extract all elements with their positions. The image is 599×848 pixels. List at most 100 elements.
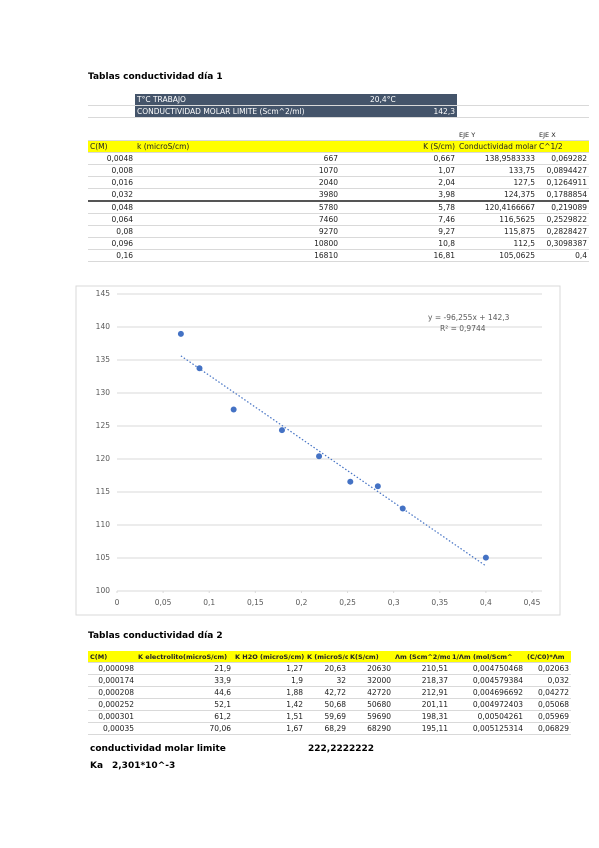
cell: 44,6 xyxy=(136,686,233,699)
point xyxy=(177,330,184,337)
cell: 68290 xyxy=(348,722,393,735)
cell: 32000 xyxy=(348,674,393,687)
cell: 112,5 xyxy=(457,237,537,250)
cell: 0,004750468 xyxy=(450,662,525,675)
cell: 32 xyxy=(305,674,348,687)
y-tick-label: 135 xyxy=(96,355,111,364)
table-title: Tablas conductividad día 2 xyxy=(88,631,223,641)
cell: 0,096 xyxy=(88,237,135,250)
trendline-r2: R² = 0,9744 xyxy=(440,324,486,333)
cell: 9,27 xyxy=(340,225,457,238)
cell: 7460 xyxy=(135,213,340,226)
cell: 0,0048 xyxy=(88,152,135,165)
y-tick-label: 110 xyxy=(96,520,111,529)
cell: 0,219089 xyxy=(537,201,589,214)
cell: 2,04 xyxy=(340,176,457,189)
cell: 0,06829 xyxy=(525,722,571,735)
cell: 0,3098387 xyxy=(537,237,589,250)
table: T°C TRABAJO 20,4°C CONDUCTIVIDAD MOLAR LIM… xyxy=(88,94,589,262)
y-tick-label: 105 xyxy=(96,553,111,562)
cell xyxy=(88,118,135,130)
cell: 1070 xyxy=(135,164,340,177)
table: C(M) K electrolito(microS/cm) K H2O (micro… xyxy=(88,651,571,735)
cell xyxy=(340,129,457,141)
cell: 0,2529822 xyxy=(537,213,589,226)
cell: 127,5 xyxy=(457,176,537,189)
cell: 1,9 xyxy=(233,674,305,687)
data-row: 0,08 9270 9,27 115,875 0,2828427 xyxy=(88,225,589,238)
x-tick-label: 0,35 xyxy=(431,598,448,607)
cell: 0,000098 xyxy=(88,662,136,675)
cell: 3,98 xyxy=(340,188,457,202)
point xyxy=(230,406,237,413)
cell: 0,05068 xyxy=(525,698,571,711)
data-row: 0,000174 33,9 1,9 32 32000 218,37 0,004579384 0… xyxy=(88,674,571,687)
cell: 0,000301 xyxy=(88,710,136,723)
cell: 218,37 xyxy=(393,674,450,687)
label: conductividad molar limite xyxy=(90,744,226,754)
cell: 16,81 xyxy=(340,249,457,262)
header-cell: 1/Λm (mol/Scm^ xyxy=(450,651,525,663)
cell: 5,78 xyxy=(340,201,457,214)
data-row: 0,064 7460 7,46 116,5625 0,2529822 xyxy=(88,213,589,226)
cell: 0,069282 xyxy=(537,152,589,165)
cell: 52,1 xyxy=(136,698,233,711)
cell: 10,8 xyxy=(340,237,457,250)
cell: 138,9583333 xyxy=(457,152,537,165)
cell: 7,46 xyxy=(340,213,457,226)
header-cell: C^1/2 xyxy=(537,140,589,153)
cell: 1,42 xyxy=(233,698,305,711)
cell: 0,667 xyxy=(340,152,457,165)
header-cell: C(M) xyxy=(88,140,135,153)
cell: 201,11 xyxy=(393,698,450,711)
data-row: 0,032 3980 3,98 124,375 0,1788854 xyxy=(88,188,589,202)
data-row: 0,00035 70,06 1,67 68,29 68290 195,11 0,005125… xyxy=(88,722,571,735)
cell: 1,51 xyxy=(233,710,305,723)
cell: 0,4 xyxy=(537,249,589,262)
cell xyxy=(340,118,457,130)
cell: 124,375 xyxy=(457,188,537,202)
y-tick-label: 115 xyxy=(96,487,111,496)
cell: 59690 xyxy=(348,710,393,723)
cell: 0,05969 xyxy=(525,710,571,723)
y-tick-label: 125 xyxy=(96,421,111,430)
cell: 3980 xyxy=(135,188,340,202)
data-row: 0,000098 21,9 1,27 20,63 20630 210,51 0,004750… xyxy=(88,662,571,675)
cell xyxy=(457,105,537,118)
cell: 198,31 xyxy=(393,710,450,723)
cell xyxy=(537,105,589,118)
data-row: 0,000208 44,6 1,88 42,72 42720 212,91 0,004696… xyxy=(88,686,571,699)
cell: 667 xyxy=(135,152,340,165)
header-cell: Conductividad molar xyxy=(457,140,537,153)
x-tick-label: 0,45 xyxy=(524,598,541,607)
cell: 0,008 xyxy=(88,164,135,177)
x-tick-label: 0,05 xyxy=(155,598,172,607)
spacer-row xyxy=(88,118,589,130)
point xyxy=(347,478,354,485)
cell: 0,00035 xyxy=(88,722,136,735)
cell: 0,2828427 xyxy=(537,225,589,238)
info-value: 142,3 xyxy=(340,105,457,118)
cell: 0,1788854 xyxy=(537,188,589,202)
cell: 0,0894427 xyxy=(537,164,589,177)
trendline-equation: y = -96,255x + 142,3 xyxy=(428,313,510,322)
y-tick-label: 120 xyxy=(96,454,111,463)
header-cell: K H2O (microS/cm) xyxy=(233,651,305,663)
info-row: T°C TRABAJO 20,4°C xyxy=(88,94,589,106)
cell: 0,16 xyxy=(88,249,135,262)
cell: 210,51 xyxy=(393,662,450,675)
data-row: 0,16 16810 16,81 105,0625 0,4 xyxy=(88,249,589,262)
cell: 61,2 xyxy=(136,710,233,723)
info-label: CONDUCTIVIDAD MOLAR LIMITE (Scm^2/ml) xyxy=(135,105,340,118)
cell: 33,9 xyxy=(136,674,233,687)
header-cell: K electrolito(microS/cm) xyxy=(136,651,233,663)
header-cell: (C/C0)*Λm xyxy=(525,651,571,663)
cell: 9270 xyxy=(135,225,340,238)
axis-label: EJE X xyxy=(537,129,589,141)
data-row: 0,008 1070 1,07 133,75 0,0894427 xyxy=(88,164,589,177)
header-cell: k (microS/cm) xyxy=(135,140,340,153)
cell: 120,4166667 xyxy=(457,201,537,214)
data-row: 0,0048 667 0,667 138,9583333 0,069282 xyxy=(88,152,589,165)
